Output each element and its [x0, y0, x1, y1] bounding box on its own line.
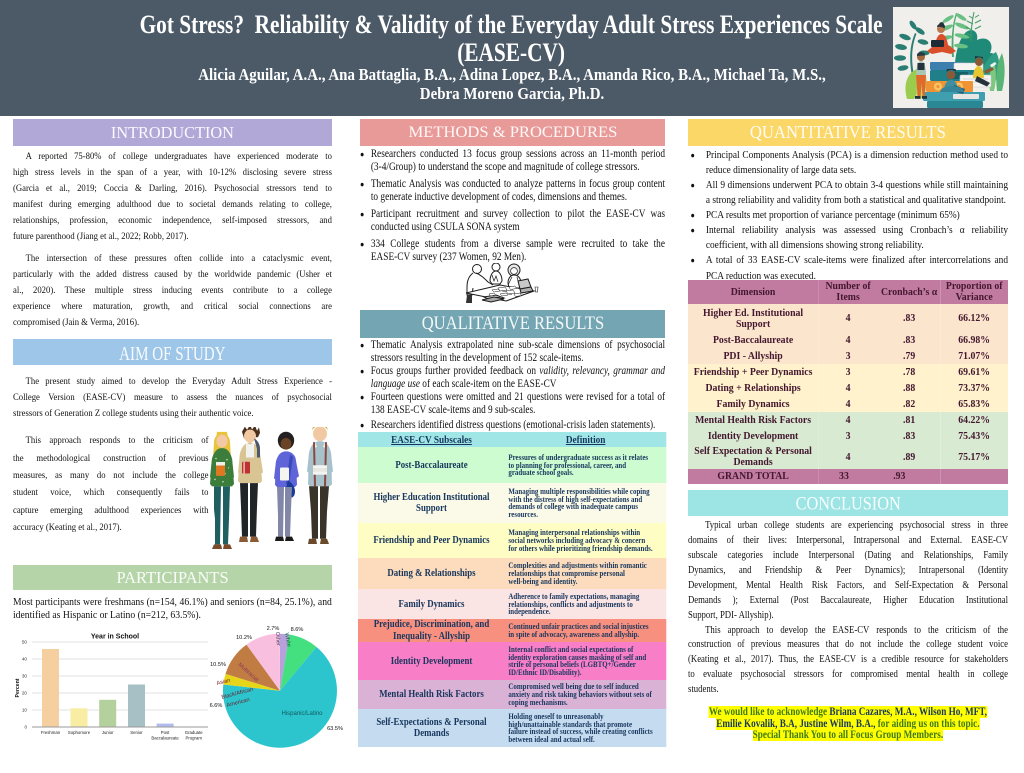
svg-text:8.6%: 8.6% [291, 627, 304, 633]
svg-text:2.7%: 2.7% [267, 626, 280, 632]
svg-text:10.5%: 10.5% [210, 662, 226, 668]
svg-text:American: American [226, 697, 250, 709]
svg-text:50: 50 [22, 640, 28, 645]
svg-text:Hispanic/Latino: Hispanic/Latino [281, 711, 323, 717]
svg-text:Other: Other [274, 632, 281, 647]
svg-text:30: 30 [22, 674, 28, 679]
svg-text:Post: Post [161, 730, 170, 735]
svg-text:Asian: Asian [216, 678, 231, 687]
svg-text:Percent: Percent [15, 678, 21, 697]
svg-text:Junior: Junior [102, 730, 114, 735]
svg-text:White: White [283, 632, 291, 647]
svg-text:40: 40 [22, 657, 28, 662]
svg-text:Senior: Senior [130, 730, 143, 735]
svg-text:10.2%: 10.2% [236, 635, 252, 641]
svg-text:63.5%: 63.5% [327, 726, 343, 732]
svg-text:Freshman: Freshman [41, 730, 61, 735]
svg-text:0: 0 [24, 725, 27, 730]
svg-text:Sophomore: Sophomore [68, 730, 91, 735]
svg-text:Program: Program [185, 736, 202, 741]
svg-text:Baccalaureate: Baccalaureate [151, 736, 179, 741]
svg-text:10: 10 [22, 708, 28, 713]
svg-text:20: 20 [22, 691, 28, 696]
svg-text:6.6%: 6.6% [210, 703, 223, 709]
svg-text:Year in School: Year in School [91, 634, 139, 641]
svg-text:Graduate: Graduate [185, 730, 204, 735]
